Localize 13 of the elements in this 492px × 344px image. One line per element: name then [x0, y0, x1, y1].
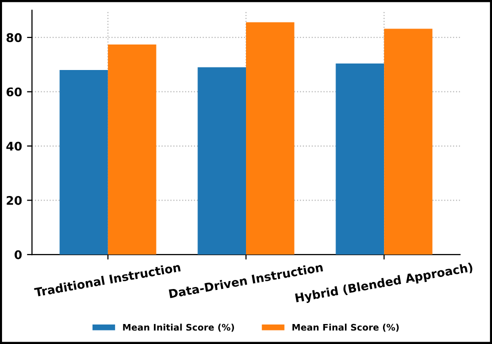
- bar: [198, 67, 246, 255]
- bar: [384, 28, 432, 255]
- legend-label: Mean Initial Score (%): [123, 324, 234, 332]
- legend-label: Mean Final Score (%): [292, 324, 399, 332]
- y-tick-label: 60: [6, 87, 22, 96]
- y-tick-label: 0: [14, 250, 22, 260]
- y-tick-label: 20: [6, 196, 22, 205]
- y-tick-label: 80: [6, 33, 22, 42]
- bar: [108, 44, 156, 255]
- y-tick-label: 40: [6, 142, 22, 151]
- bar: [336, 64, 384, 255]
- bar: [246, 22, 294, 255]
- bar: [60, 70, 108, 255]
